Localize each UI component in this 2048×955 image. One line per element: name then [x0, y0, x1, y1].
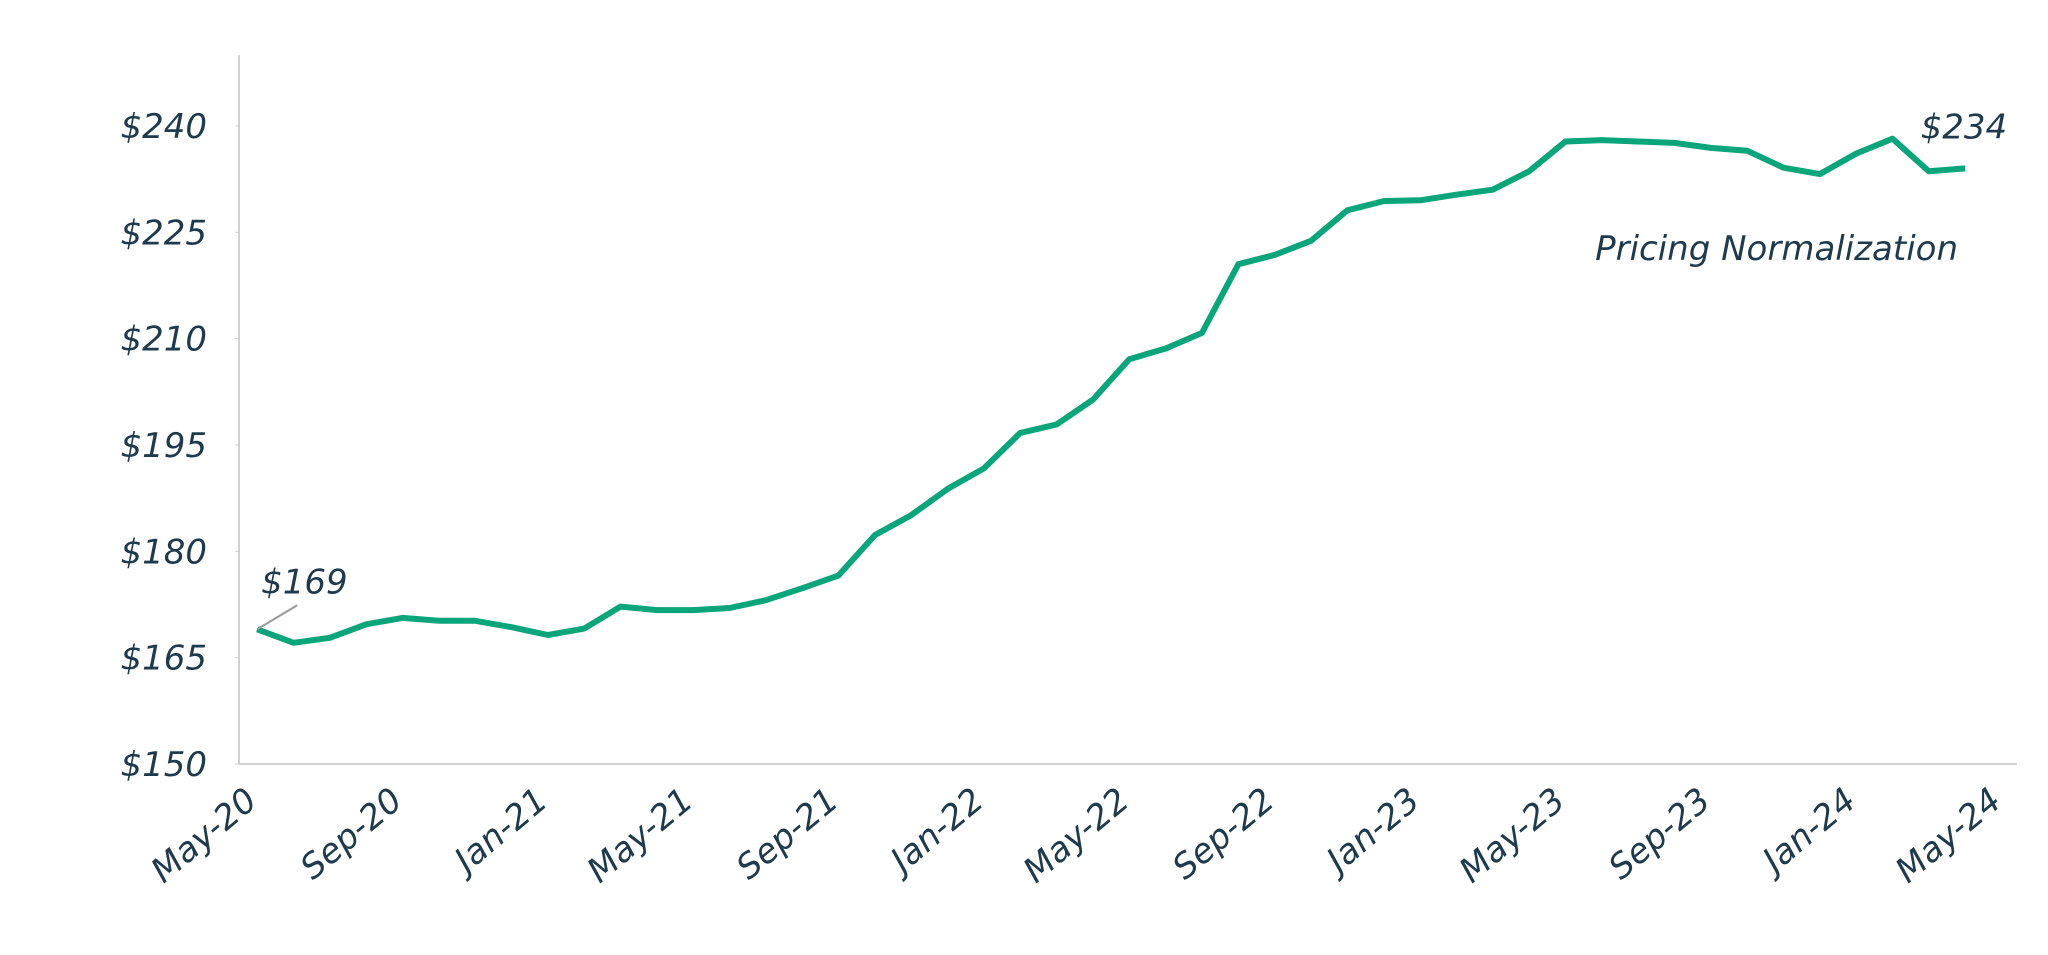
- y-tick-label: $210: [120, 320, 207, 360]
- x-tick-label: May-20: [144, 780, 265, 891]
- x-tick-label: May-21: [580, 780, 701, 891]
- annotation-leader: [256, 604, 298, 631]
- x-tick-label: Jan-21: [443, 780, 556, 884]
- x-tick-label: May-23: [1452, 780, 1573, 891]
- annotation: $234: [1921, 107, 2008, 147]
- x-tick-label: Sep-20: [293, 780, 410, 888]
- y-tick-label: $165: [120, 639, 207, 679]
- x-tick-label: Jan-23: [1315, 780, 1428, 884]
- x-tick-label: Sep-22: [1165, 780, 1282, 888]
- x-tick-label: Sep-21: [729, 780, 846, 888]
- annotation: $169: [261, 562, 348, 602]
- x-tick-label: May-24: [1888, 780, 2009, 891]
- y-tick-label: $180: [120, 532, 207, 572]
- y-tick-label: $150: [120, 745, 207, 785]
- x-tick-label: Sep-23: [1601, 780, 1718, 888]
- y-tick-label: $240: [120, 107, 207, 147]
- x-tick-label: May-22: [1016, 780, 1137, 891]
- x-tick-label: Jan-22: [879, 780, 992, 884]
- data-line: [256, 135, 1966, 646]
- x-tick-label: Jan-24: [1751, 780, 1864, 884]
- annotation: Pricing Normalization: [1595, 229, 1958, 269]
- y-tick-label: $195: [120, 426, 207, 466]
- y-tick-label: $225: [120, 213, 207, 253]
